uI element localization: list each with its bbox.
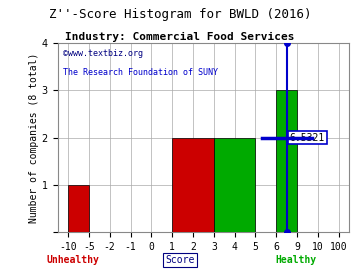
Text: Z''-Score Histogram for BWLD (2016): Z''-Score Histogram for BWLD (2016): [49, 8, 311, 21]
Text: ©www.textbiz.org: ©www.textbiz.org: [63, 49, 143, 58]
Bar: [172, 138, 214, 232]
Bar: [214, 138, 256, 232]
Text: Healthy: Healthy: [276, 255, 317, 265]
Bar: [276, 90, 297, 232]
Text: 6.5321: 6.5321: [290, 133, 325, 143]
Text: The Research Foundation of SUNY: The Research Foundation of SUNY: [63, 68, 219, 77]
Y-axis label: Number of companies (8 total): Number of companies (8 total): [29, 52, 39, 223]
Text: Unhealthy: Unhealthy: [47, 255, 100, 265]
Text: Score: Score: [165, 255, 195, 265]
Text: Industry: Commercial Food Services: Industry: Commercial Food Services: [65, 32, 295, 42]
Bar: [68, 185, 89, 232]
